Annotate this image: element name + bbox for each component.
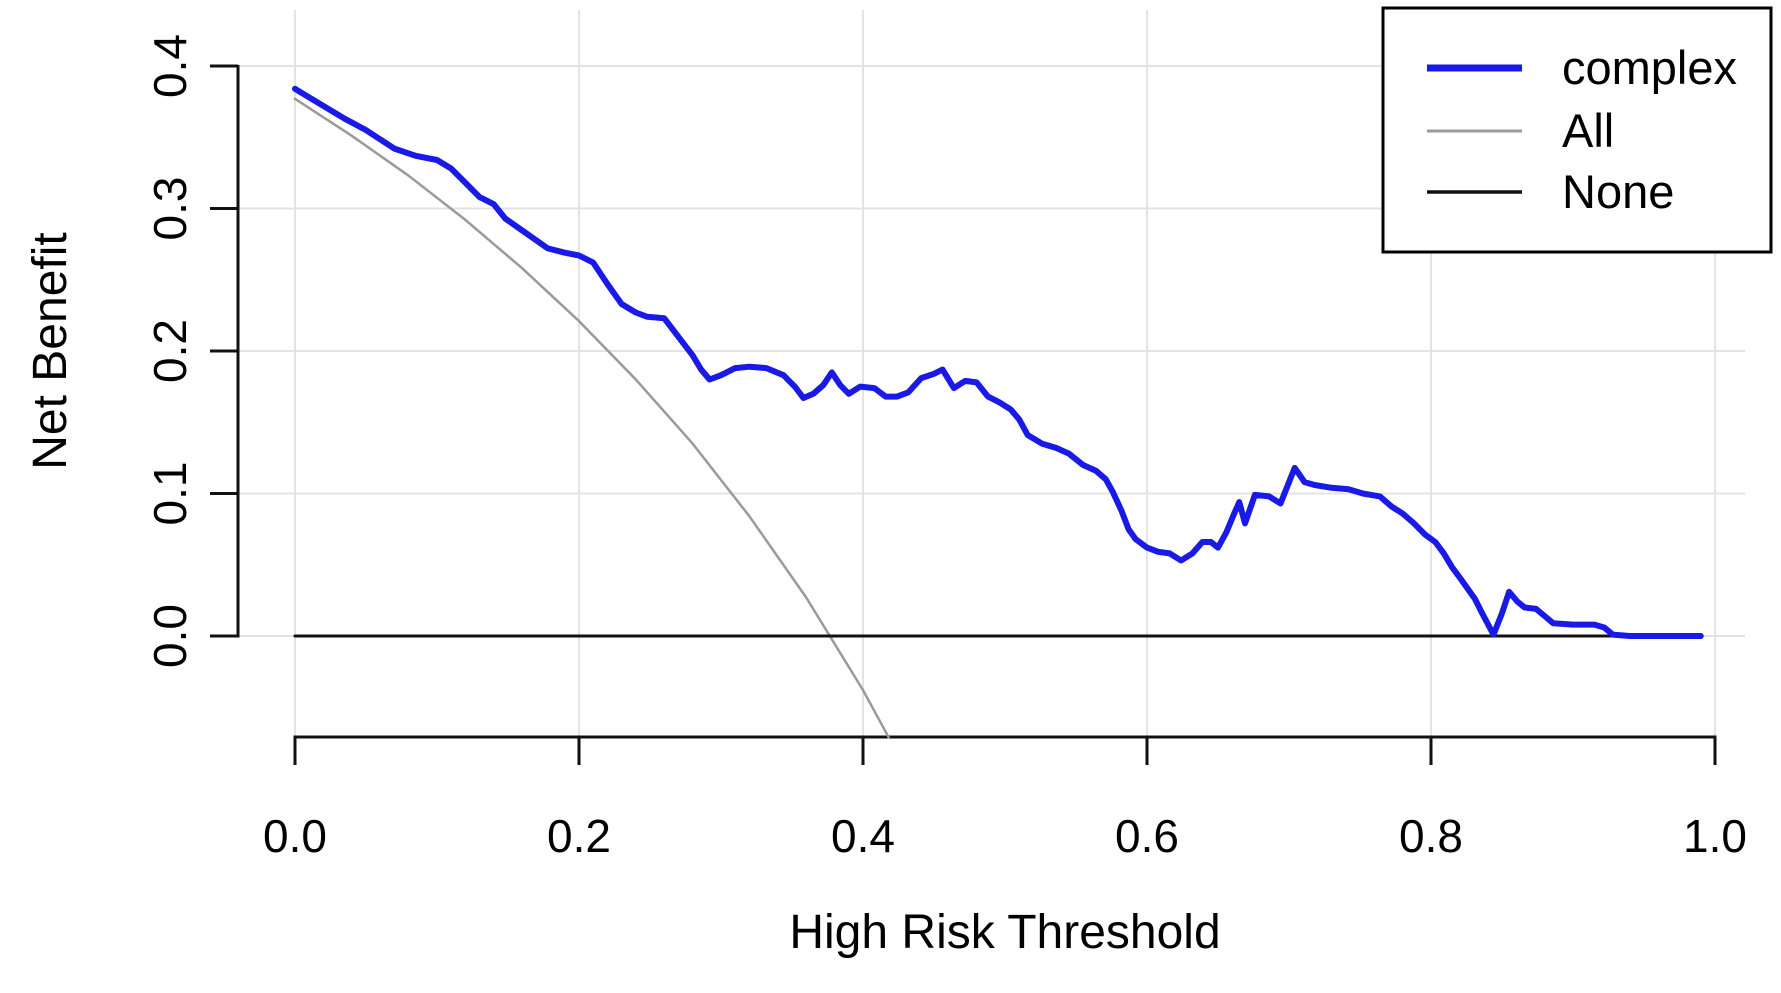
- legend-label-all: All: [1562, 104, 1614, 157]
- x-tick-label: 0.6: [1115, 810, 1179, 862]
- y-axis-title: Net Benefit: [24, 232, 77, 469]
- y-tick-label: 0.0: [144, 604, 196, 668]
- series-lines: [292, 85, 1704, 739]
- axes: [210, 64, 1717, 765]
- x-tick-label: 0.8: [1399, 810, 1463, 862]
- y-tick-label: 0.4: [144, 34, 196, 98]
- series-line-complex: [292, 85, 1704, 639]
- y-tick-label: 0.2: [144, 319, 196, 383]
- x-tick-labels: 0.0 0.2 0.4 0.6 0.8 1.0: [263, 810, 1747, 862]
- legend-item-all: All: [1427, 104, 1614, 157]
- legend-label-complex: complex: [1562, 41, 1737, 94]
- y-tick-label: 0.3: [144, 177, 196, 241]
- legend-item-complex: complex: [1427, 41, 1737, 94]
- x-tick-label: 0.0: [263, 810, 327, 862]
- x-axis-title: High Risk Threshold: [789, 906, 1220, 959]
- y-tick-labels: 0.0 0.1 0.2 0.3 0.4: [144, 34, 196, 668]
- x-tick-label: 1.0: [1683, 810, 1747, 862]
- y-tick-label: 0.1: [144, 462, 196, 526]
- x-tick-label: 0.4: [831, 810, 895, 862]
- legend-label-none: None: [1562, 165, 1674, 218]
- x-tick-label: 0.2: [547, 810, 611, 862]
- legend-item-none: None: [1427, 165, 1674, 218]
- legend: complex All None: [1381, 6, 1773, 254]
- series-line-all: [293, 97, 890, 739]
